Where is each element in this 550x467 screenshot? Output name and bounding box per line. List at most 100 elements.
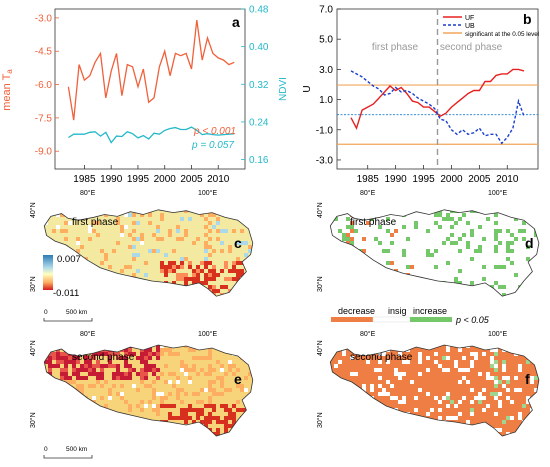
map-e-pixel [92, 436, 96, 440]
map-e-pixel [104, 352, 108, 356]
map-d-pixel [330, 241, 334, 245]
map-d-pixel [538, 289, 539, 293]
map-e-pixel [124, 352, 128, 356]
map-e-pixel [160, 428, 164, 432]
map-e-pixel [176, 388, 180, 392]
map-c-pixel [224, 229, 228, 233]
map-f-pixel [338, 388, 342, 392]
map-c-pixel [64, 205, 68, 209]
map-c-pixel [224, 209, 228, 213]
map-f-pixel [494, 376, 498, 380]
b-x-tick-label: 1995 [412, 174, 435, 185]
map-e-pixel [192, 432, 196, 436]
map-d-pixel [442, 241, 446, 245]
map-e-pixel [88, 360, 92, 364]
map-c-pixel [188, 261, 192, 265]
map-c-pixel [124, 293, 128, 297]
map-e-pixel [92, 416, 96, 420]
map-c-pixel [180, 261, 184, 265]
map-f-pixel [466, 420, 470, 424]
map-e-pixel [92, 364, 96, 368]
map-f-pixel [518, 436, 522, 440]
map-e-pixel [64, 404, 68, 408]
map-f-pixel [370, 408, 374, 412]
map-d-pixel [402, 225, 406, 229]
map-c-pixel [236, 293, 240, 297]
map-e-pixel [104, 345, 108, 348]
map-e-pixel [216, 432, 220, 436]
map-f-pixel [378, 384, 382, 388]
map-e-pixel [80, 368, 84, 372]
map-d-pixel [482, 277, 486, 281]
map-f-pixel [382, 388, 386, 392]
map-f-pixel [474, 436, 478, 440]
map-f-pixel [486, 404, 490, 408]
map-c-pixel [216, 237, 220, 241]
panel-a-left-axis-label: mean Ta [1, 69, 14, 111]
legend-increase-swatch [410, 317, 452, 322]
map-c-pixel [132, 237, 136, 241]
map-e-pixel [76, 372, 80, 376]
map-e-pixel [52, 392, 56, 396]
map-e-pixel [192, 420, 196, 424]
map-e-pixel [64, 364, 68, 368]
map-e-pixel [252, 352, 253, 356]
map-c-pixel [208, 285, 212, 289]
map-f-pixel [522, 404, 526, 408]
map-e-pixel [152, 368, 156, 372]
map-d-pixel [526, 257, 530, 261]
map-e-pixel [104, 340, 108, 344]
map-f-pixel [446, 416, 450, 420]
map-d-pixel [398, 289, 402, 293]
map-f-pixel [458, 432, 462, 436]
map-f-pixel [450, 416, 454, 420]
map-c-pixel [204, 225, 208, 229]
map-e-pixel [144, 372, 148, 376]
map-e-pixel [208, 340, 212, 344]
map-d-pixel [462, 233, 466, 237]
map-f-pixel [458, 380, 462, 384]
map-e-pixel [48, 376, 52, 380]
map-f-pixel [494, 380, 498, 384]
map-e-pixel [68, 340, 72, 344]
map-d-pixel [462, 205, 466, 209]
map-c-pixel [228, 293, 232, 297]
map-e-pixel [72, 340, 76, 344]
map-c-pixel [200, 289, 204, 293]
map-c-pixel [196, 289, 200, 293]
panel-a-right-axis-label: NDVI [278, 77, 289, 101]
map-c-pixel [172, 281, 176, 285]
map-f-pixel [490, 348, 494, 352]
map-f-pixel [398, 372, 402, 376]
map-e-pixel [96, 372, 100, 376]
map-c-letter: c [234, 235, 242, 251]
map-d-pixel [510, 205, 514, 209]
map-d-texts: first phase d 80°E 100°E 40°N 30°N decre… [316, 189, 534, 338]
map-f-pixel [526, 360, 530, 364]
map-f-pixel [458, 348, 462, 352]
panel-b-y-axis-label: U [302, 85, 313, 92]
map-d-pixel [402, 249, 406, 253]
map-d-pixel [330, 281, 334, 285]
map-e-pixel [60, 356, 64, 360]
map-d-pixel [446, 285, 450, 289]
map-c-lat-30: 30°N [29, 276, 37, 292]
map-c-pixel [252, 225, 253, 229]
map-e-pixel [40, 372, 44, 376]
map-f-pixel [478, 372, 482, 376]
map-f-pixel [334, 392, 338, 396]
map-e-pixel [192, 364, 196, 368]
map-f-pixel [430, 420, 434, 424]
map-e-pixel [64, 396, 68, 400]
map-e-pixel [72, 364, 76, 368]
map-e-pixel [236, 368, 240, 372]
map-d-pixel [482, 265, 486, 269]
map-c-pixel [148, 221, 152, 225]
map-c-pixel [180, 217, 184, 221]
map-e-pixel [60, 376, 64, 380]
map-c-pixel [64, 277, 68, 281]
map-e-pixel [252, 436, 256, 440]
map-e-pixel [68, 388, 72, 392]
map-e-pixel [192, 428, 196, 432]
map-e-pixel [248, 420, 252, 424]
